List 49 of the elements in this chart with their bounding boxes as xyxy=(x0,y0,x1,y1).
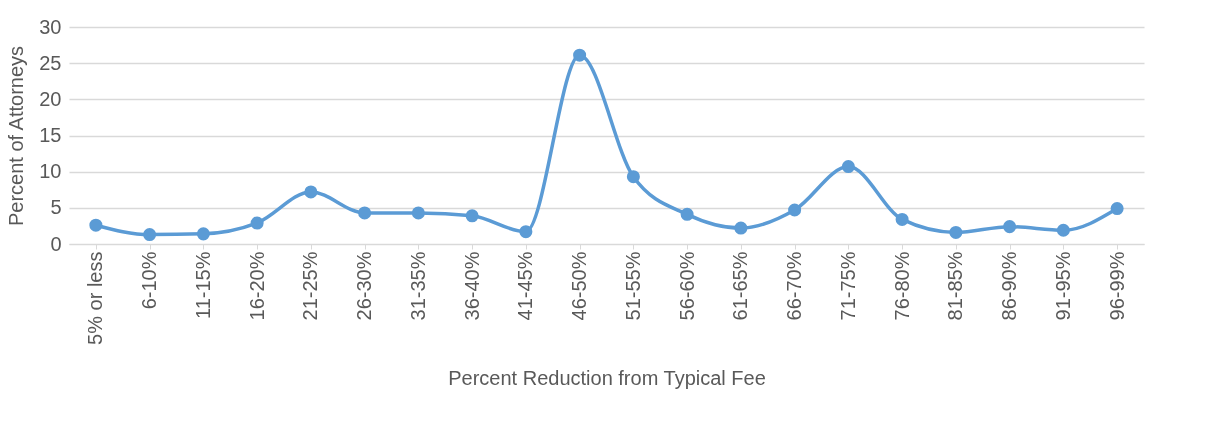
point xyxy=(841,160,855,174)
point xyxy=(626,170,640,184)
point xyxy=(734,221,748,235)
y-tick-label: 25 xyxy=(39,51,62,74)
point xyxy=(519,225,533,239)
x-tick-label: 6-10% xyxy=(138,251,161,310)
y-tick-label: 30 xyxy=(39,15,62,38)
point xyxy=(788,203,802,217)
x-tick-label: 91-95% xyxy=(1051,251,1074,321)
y-tick-label: 15 xyxy=(39,124,62,146)
y-tick-label: 0 xyxy=(50,232,62,255)
point xyxy=(895,212,909,226)
y-tick-label: 20 xyxy=(39,87,62,110)
point xyxy=(89,218,103,232)
x-tick-label: 71-75% xyxy=(836,251,859,321)
x-tick-label: 81-85% xyxy=(944,251,967,321)
x-tick-label: 51-55% xyxy=(621,251,644,321)
point xyxy=(196,227,210,241)
point xyxy=(411,206,425,220)
x-tick-label: 31-35% xyxy=(406,251,429,321)
x-tick-label: 46-50% xyxy=(568,251,591,321)
point xyxy=(465,209,479,223)
point xyxy=(1056,223,1070,237)
point xyxy=(1110,202,1124,216)
x-tick-label: 5% or less xyxy=(84,251,107,345)
x-tick-label: 26-30% xyxy=(353,251,376,321)
x-tick-label: 66-70% xyxy=(783,251,806,321)
x-tick-label: 61-65% xyxy=(729,251,752,321)
point xyxy=(250,216,264,230)
y-tick-label: 5 xyxy=(50,196,62,219)
x-tick-label: 41-45% xyxy=(514,251,537,321)
point xyxy=(949,225,963,239)
point xyxy=(573,48,587,62)
x-tick-label: 16-20% xyxy=(245,251,268,321)
x-tick-label: 11-15% xyxy=(191,251,214,319)
x-tick-label: 56-60% xyxy=(675,251,698,321)
y-axis-title: Percent of Attorneys xyxy=(5,45,28,227)
x-axis-title: Percent Reduction from Typical Fee xyxy=(448,366,766,389)
point xyxy=(680,207,694,221)
x-tick-label: 96-99% xyxy=(1105,251,1128,321)
x-tick-label: 21-25% xyxy=(299,251,322,321)
x-tick-label: 76-80% xyxy=(890,251,913,321)
x-tick-label: 86-90% xyxy=(998,251,1021,321)
point xyxy=(143,228,157,242)
point xyxy=(1003,220,1017,234)
y-tick-label: 10 xyxy=(39,160,62,183)
point xyxy=(358,206,372,220)
x-tick-label: 36-40% xyxy=(460,251,483,321)
point xyxy=(304,185,318,199)
